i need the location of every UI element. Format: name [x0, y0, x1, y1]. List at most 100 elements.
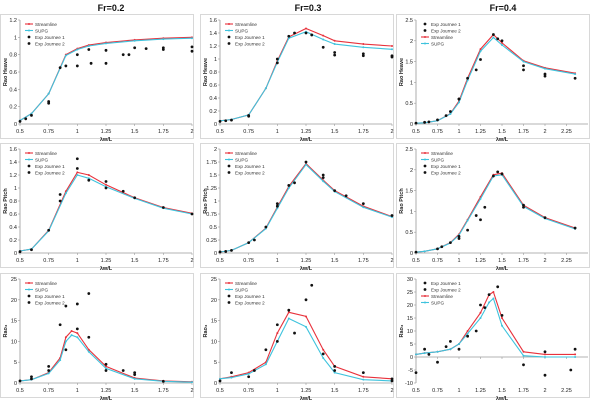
y-tick-label: 2: [410, 39, 413, 45]
x-tick-label: 1.5: [131, 129, 139, 135]
data-point-exp: [247, 375, 251, 379]
data-point-exp: [64, 304, 68, 308]
y-axis-label: Rao₃: [399, 324, 405, 337]
data-point-exp: [500, 172, 504, 176]
data-point-exp: [304, 31, 308, 35]
x-tick-label: 1.25: [475, 129, 486, 135]
data-point-exp: [466, 228, 469, 232]
data-point-exp: [500, 39, 504, 43]
data-point-exp: [543, 216, 547, 220]
data-point-supg: [574, 73, 577, 76]
x-tick-label: 1.5: [331, 388, 339, 394]
legend-marker-supg: [28, 288, 30, 291]
data-point-streamline: [305, 27, 307, 30]
x-tick-label: 1.5: [498, 258, 506, 264]
legend-marker-exp2: [227, 301, 231, 304]
data-point-exp: [457, 237, 461, 240]
legend-marker-streamline: [28, 23, 30, 25]
x-tick-label: 0.5: [16, 388, 24, 394]
data-point-exp: [573, 226, 577, 230]
data-point-exp: [224, 119, 228, 123]
data-point-exp: [104, 180, 108, 183]
data-point-exp: [310, 283, 314, 287]
data-point-streamline: [322, 348, 325, 351]
legend-marker-exp2: [227, 171, 231, 174]
legend-label-supg: SUPG: [35, 28, 48, 33]
legend-marker-exp1: [423, 22, 427, 26]
x-tick-label: 1.5: [331, 129, 339, 135]
data-point-exp: [133, 46, 137, 50]
x-tick-label: 0.75: [243, 388, 254, 394]
legend-marker-supg: [424, 158, 426, 161]
data-point-supg: [488, 301, 491, 304]
legend-label-streamline: Streamline: [35, 22, 57, 27]
legend-marker-streamline: [228, 152, 230, 154]
data-point-streamline: [479, 311, 482, 314]
data-point-exp: [390, 379, 394, 383]
data-point-exp: [321, 173, 325, 177]
y-tick-label: 1.75: [206, 160, 217, 166]
y-tick-label: 0.75: [206, 212, 217, 218]
data-point-exp: [522, 64, 525, 68]
legend-label-exp2: Exp Journee 2: [431, 170, 461, 175]
data-point-exp: [457, 97, 461, 101]
legend-marker-supg: [424, 42, 426, 45]
legend-label-exp2: Exp Journee 2: [35, 170, 65, 175]
legend-label-exp2: Exp Journee 2: [431, 28, 461, 33]
data-point-supg: [449, 348, 452, 351]
data-point-exp: [30, 375, 33, 379]
x-tick-label: 0.5: [412, 388, 420, 394]
data-point-supg: [87, 177, 90, 180]
x-tick-label: 1.75: [358, 258, 369, 264]
data-point-exp: [87, 335, 91, 339]
series-line-supg: [19, 174, 193, 252]
data-point-exp: [436, 247, 439, 251]
y-axis-label: Rao Heave: [3, 58, 9, 86]
x-tick-label: 0.5: [216, 258, 224, 264]
x-tick-label: 1: [276, 258, 279, 264]
data-point-supg: [64, 340, 67, 343]
chart-panel-pitch-fr03: 0 0.25 0.5 0.75 1 1.25 1.5 1.75 2 0.5 0.75 1 1.25 1.5…: [200, 143, 394, 272]
data-point-exp: [121, 189, 125, 193]
data-point-exp: [58, 66, 62, 70]
data-point-exp: [230, 118, 233, 122]
data-point-exp: [275, 57, 279, 61]
data-point-supg: [47, 372, 50, 375]
data-point-exp: [522, 205, 525, 209]
data-point-exp: [287, 184, 291, 187]
data-point-supg: [247, 372, 250, 375]
data-point-supg: [133, 377, 136, 380]
column-title-fr04: Fr=0.4: [490, 3, 517, 13]
chart-panel-heave-fr02: 0 0.2 0.4 0.6 0.8 1 1.2 0.5 0.75 1 1.25 1.5 1.75 2 λw/…: [0, 14, 194, 143]
data-point-exp: [479, 58, 482, 61]
data-point-streamline: [305, 315, 307, 318]
data-point-supg: [458, 101, 460, 104]
data-point-exp: [127, 53, 131, 57]
x-axis-label: λw/L: [496, 137, 509, 143]
data-point-exp: [522, 68, 525, 72]
x-tick-label: 1.25: [301, 258, 312, 264]
x-tick-label: 2: [390, 388, 393, 394]
legend-marker-supg: [28, 29, 30, 32]
y-tick-label: 1.5: [209, 173, 217, 179]
data-point-exp: [543, 74, 547, 78]
data-point-supg: [322, 357, 325, 360]
data-point-exp: [247, 114, 251, 117]
x-tick-label: 1: [76, 258, 79, 264]
data-point-exp: [427, 120, 431, 124]
series-line-streamline: [19, 330, 193, 383]
data-point-exp: [24, 117, 28, 121]
data-point-supg: [264, 87, 267, 90]
y-tick-label: 0.6: [209, 83, 217, 89]
data-point-streamline: [466, 330, 469, 332]
y-tick-label: 0.4: [9, 225, 17, 231]
data-point-exp: [423, 120, 426, 124]
data-point-exp: [449, 340, 452, 343]
data-point-exp: [361, 371, 365, 374]
data-point-supg: [522, 354, 525, 357]
y-tick-label: 0: [410, 355, 413, 361]
y-tick-label: 1.2: [209, 44, 217, 50]
legend-label-streamline: Streamline: [35, 151, 57, 156]
y-tick-label: 0.2: [9, 105, 17, 111]
